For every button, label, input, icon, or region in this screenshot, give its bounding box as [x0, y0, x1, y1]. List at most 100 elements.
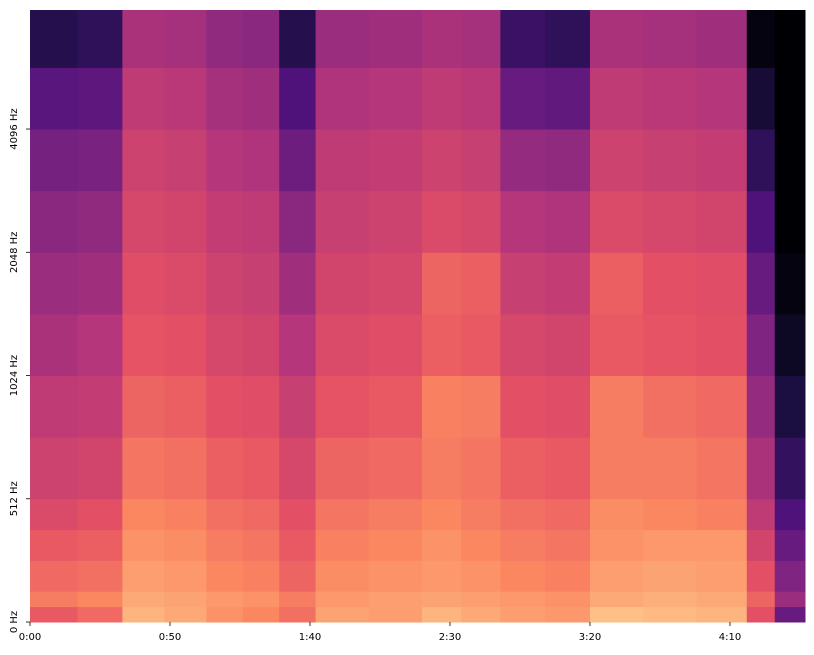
cell [315, 313, 370, 377]
cell [242, 313, 280, 377]
cell [589, 252, 644, 315]
cell [774, 498, 806, 531]
cell [164, 591, 207, 608]
cell [746, 498, 776, 531]
cell [696, 591, 748, 608]
cell [461, 375, 501, 438]
cell [77, 375, 123, 438]
cell [421, 10, 462, 68]
cell [30, 591, 79, 608]
spectrogram [30, 10, 806, 623]
cell [500, 498, 546, 531]
cell [315, 529, 370, 561]
cell [774, 375, 806, 438]
cell [696, 190, 748, 253]
cell [746, 606, 776, 623]
cell [421, 129, 462, 192]
cell [122, 606, 165, 623]
cell [461, 606, 501, 623]
cell [589, 437, 644, 500]
cell [421, 190, 462, 253]
cell [368, 560, 423, 592]
cell [122, 560, 165, 592]
cell [279, 10, 317, 68]
cell [774, 313, 806, 377]
cell [746, 252, 776, 315]
cell [589, 129, 644, 192]
cell [500, 437, 546, 500]
cell [589, 606, 644, 623]
cell [164, 190, 207, 253]
cell [589, 375, 644, 438]
cell [279, 375, 317, 438]
cell [77, 437, 123, 500]
cell [746, 375, 776, 438]
cell [164, 606, 207, 623]
cell [589, 529, 644, 561]
cell [696, 498, 748, 531]
cell [461, 437, 501, 500]
cell [746, 190, 776, 253]
cell [368, 10, 423, 68]
cell [421, 529, 462, 561]
cell [589, 498, 644, 531]
cell [421, 591, 462, 608]
cell [643, 498, 697, 531]
cell [206, 67, 244, 130]
cell [315, 437, 370, 500]
cell [242, 67, 280, 130]
cell [122, 252, 165, 315]
cell [696, 67, 748, 130]
cell [315, 375, 370, 438]
cell [30, 437, 79, 500]
cell [461, 67, 501, 130]
cell [315, 67, 370, 130]
cell [746, 313, 776, 377]
cell [122, 313, 165, 377]
cell [122, 10, 165, 68]
cell [774, 560, 806, 592]
cell [242, 529, 280, 561]
cell [242, 498, 280, 531]
cell [164, 560, 207, 592]
cell [279, 190, 317, 253]
cell [279, 606, 317, 623]
cell [461, 313, 501, 377]
cell [242, 560, 280, 592]
cell [589, 67, 644, 130]
cell [500, 252, 546, 315]
cell [279, 591, 317, 608]
cell [643, 67, 697, 130]
cell [696, 313, 748, 377]
cell [206, 560, 244, 592]
cell [242, 437, 280, 500]
cell [279, 129, 317, 192]
cell [643, 591, 697, 608]
cell [164, 67, 207, 130]
cell [774, 67, 806, 130]
cell [77, 67, 123, 130]
cell [30, 529, 79, 561]
cell [206, 529, 244, 561]
cell [368, 67, 423, 130]
cell [77, 129, 123, 192]
cell [421, 437, 462, 500]
cell [643, 190, 697, 253]
cell [77, 252, 123, 315]
cell [461, 10, 501, 68]
y-tick-label: 4096 Hz [9, 108, 20, 149]
cell [589, 190, 644, 253]
cell [206, 129, 244, 192]
cell [206, 252, 244, 315]
cell [206, 437, 244, 500]
cell [164, 252, 207, 315]
cell [696, 606, 748, 623]
cell [643, 252, 697, 315]
cell [315, 606, 370, 623]
axes: 0:00 0:50 1:40 2:30 3:20 4:10 0 Hz 512 Hz 1024 H… [9, 108, 741, 643]
cell [746, 129, 776, 192]
cell [122, 498, 165, 531]
cell [368, 129, 423, 192]
x-tick-label: 0:50 [159, 632, 181, 643]
